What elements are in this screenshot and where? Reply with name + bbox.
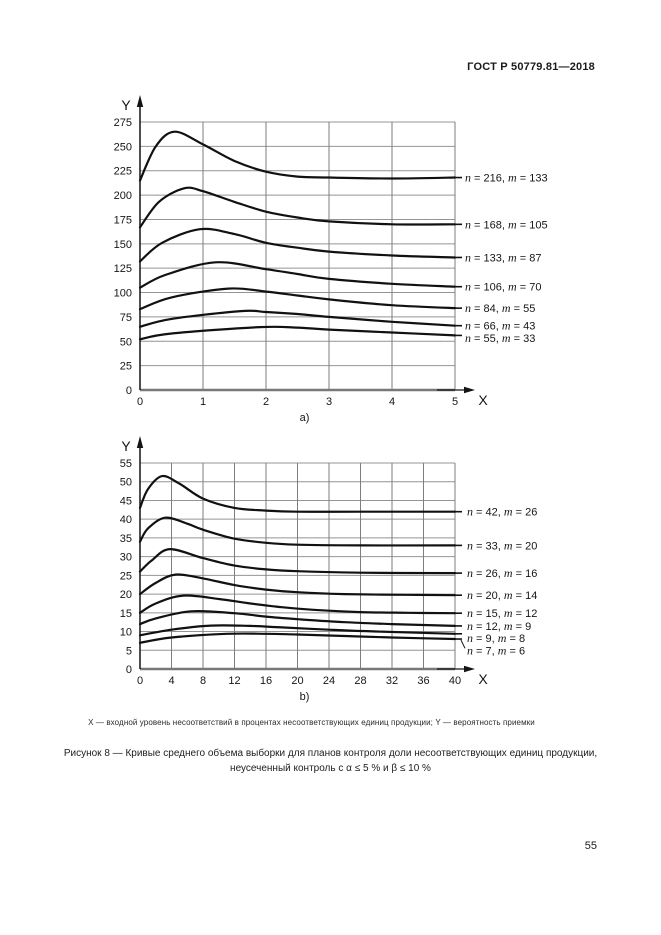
chart-b-series-label-0: n = 42, m = 26 [467, 505, 537, 519]
x-tick-label: 4 [168, 675, 174, 687]
y-tick-label: 225 [114, 166, 132, 178]
chart-b-y-tick-labels: 0 5 10 15 20 25 30 35 40 45 50 55 [120, 458, 132, 676]
y-axis-arrow-icon [136, 436, 144, 448]
chart-b-series-label-2: n = 26, m = 16 [467, 566, 537, 580]
chart-a-y-tick-labels: 0 25 50 75 100 125 150 175 200 225 250 275 [114, 117, 132, 397]
x-tick-label: 1 [200, 396, 206, 408]
chart-b-grid [140, 462, 456, 669]
chart-b-curve-0 [138, 474, 457, 513]
chart-b-curve-7 [138, 632, 457, 644]
chart-b-curve-2 [138, 547, 457, 575]
chart-b-curve-4 [138, 594, 457, 615]
x-tick-label: 32 [386, 675, 398, 687]
chart-a-curve-5 [138, 309, 457, 328]
chart-a-x-axis-label: X [478, 392, 488, 408]
y-tick-label: 125 [114, 263, 132, 275]
y-tick-label: 250 [114, 141, 132, 153]
chart-b-series-label-1: n = 33, m = 20 [467, 538, 537, 552]
chart-b-curve-1 [138, 516, 457, 547]
page-number: 55 [584, 840, 597, 852]
chart-b-curve-6 [138, 624, 457, 637]
y-tick-label: 75 [120, 312, 132, 324]
y-tick-label: 100 [114, 288, 132, 300]
y-tick-label: 175 [114, 214, 132, 226]
x-axis-arrow-icon [464, 386, 475, 394]
x-tick-label: 40 [449, 675, 461, 687]
y-tick-label: 25 [120, 361, 132, 373]
chart-a-sublabel: a) [300, 412, 310, 424]
y-tick-label: 35 [120, 533, 132, 545]
x-tick-label: 28 [354, 675, 366, 687]
chart-a-y-axis-label: Y [121, 97, 131, 113]
chart-a-curve-4 [138, 287, 457, 311]
chart-b-x-axis-label: X [478, 671, 488, 687]
y-tick-label: 200 [114, 190, 132, 202]
chart-a-curve-0 [138, 130, 457, 182]
figure-caption-line2: неусеченный контроль с α ≤ 5 % и β ≤ 10 … [230, 763, 431, 774]
chart-b-curve-5 [138, 609, 457, 627]
y-tick-label: 0 [126, 664, 132, 676]
chart-a-curve-3 [138, 261, 457, 289]
x-tick-label: 12 [228, 675, 240, 687]
chart-a-curve-1 [138, 186, 457, 229]
y-tick-label: 25 [120, 570, 132, 582]
x-tick-label: 0 [137, 675, 143, 687]
chart-a-series-label-3: n = 106, m = 70 [465, 280, 541, 294]
x-tick-label: 3 [326, 396, 332, 408]
chart-b-series-label-6: n = 9, m = 8 [467, 631, 525, 645]
chart-b-x-tick-labels: 0 4 8 12 16 20 24 28 32 36 40 [137, 675, 461, 687]
y-axis-arrow-icon [136, 95, 144, 107]
chart-a-series-label-2: n = 133, m = 87 [465, 250, 541, 264]
chart-a-series-label-5: n = 66, m = 43 [465, 319, 535, 333]
y-tick-label: 10 [120, 627, 132, 639]
chart-a-series-label-0: n = 216, m = 133 [465, 171, 548, 185]
figure-caption-line1: Рисунок 8 — Кривые среднего объема выбор… [63, 748, 598, 759]
chart-b-series-label-7: n = 7, m = 6 [467, 643, 525, 657]
chart-a-series-label-1: n = 168, m = 105 [465, 217, 548, 231]
y-tick-label: 0 [126, 385, 132, 397]
y-tick-label: 20 [120, 589, 132, 601]
y-tick-label: 15 [120, 608, 132, 620]
chart-a-grid [140, 121, 456, 390]
y-tick-label: 45 [120, 495, 132, 507]
x-tick-label: 0 [137, 396, 143, 408]
y-tick-label: 55 [120, 458, 132, 470]
chart-a-curve-2 [138, 227, 457, 263]
x-tick-label: 20 [291, 675, 303, 687]
chart-a-series-label-4: n = 84, m = 55 [465, 301, 535, 315]
chart-a-series-label-6: n = 55, m = 33 [465, 331, 535, 345]
x-tick-label: 2 [263, 396, 269, 408]
gost-header: ГОСТ Р 50779.81—2018 [467, 61, 595, 73]
x-tick-label: 36 [417, 675, 429, 687]
y-tick-label: 50 [120, 336, 132, 348]
chart-b-series-label-5: n = 12, m = 9 [467, 619, 531, 633]
chart-b-series-leader-7 [460, 639, 466, 649]
x-tick-label: 16 [260, 675, 272, 687]
chart-b-curve-3 [138, 573, 457, 597]
x-tick-label: 5 [452, 396, 458, 408]
figure-caption: Рисунок 8 — Кривые среднего объема выбор… [28, 746, 633, 776]
y-tick-label: 30 [120, 552, 132, 564]
x-tick-label: 8 [200, 675, 206, 687]
y-tick-label: 50 [120, 477, 132, 489]
chart-b-series-label-3: n = 20, m = 14 [467, 588, 537, 602]
y-tick-label: 150 [114, 239, 132, 251]
chart-b-y-axis-label: Y [121, 438, 131, 454]
x-tick-label: 24 [323, 675, 335, 687]
x-tick-label: 4 [389, 396, 395, 408]
chart-a-curve-6 [138, 325, 457, 341]
y-tick-label: 275 [114, 117, 132, 129]
y-tick-label: 5 [126, 645, 132, 657]
chart-a-x-tick-labels: 0 1 2 3 4 5 [137, 396, 458, 408]
y-tick-label: 40 [120, 514, 132, 526]
chart-b-sublabel: b) [300, 691, 310, 703]
axis-definitions-footnote: X — входной уровень несоответствий в про… [88, 718, 535, 727]
x-axis-arrow-icon [464, 665, 475, 673]
chart-b-series-label-4: n = 15, m = 12 [467, 606, 537, 620]
